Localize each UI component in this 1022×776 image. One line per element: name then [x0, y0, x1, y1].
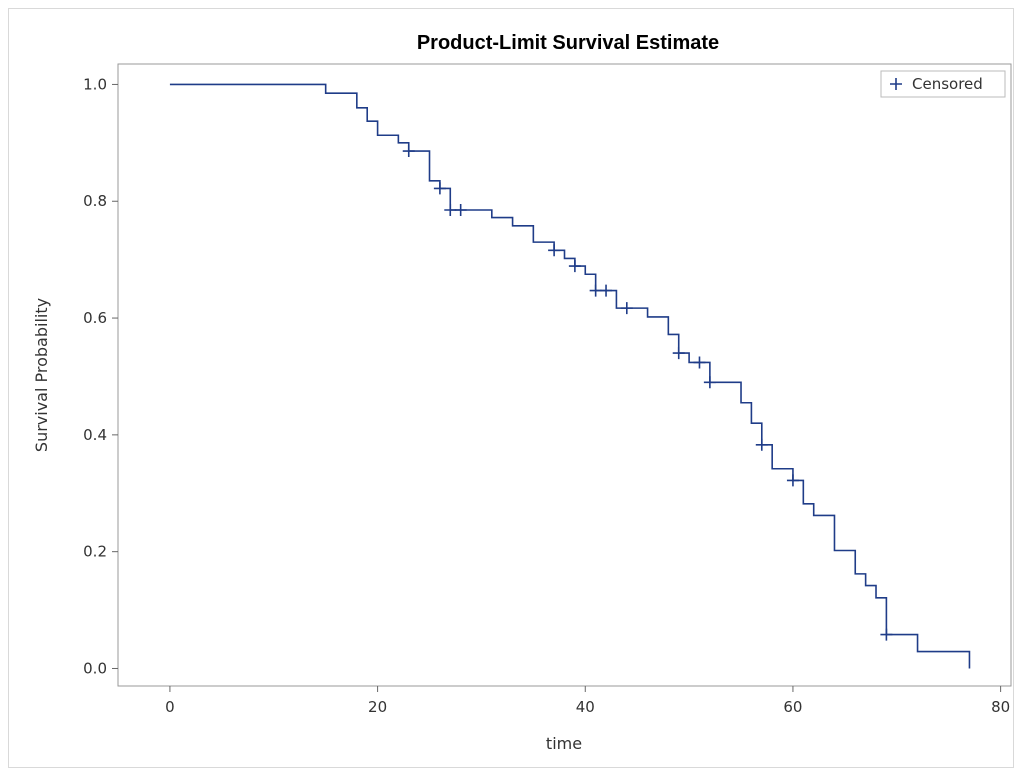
- censored-mark: [402, 145, 415, 158]
- censored-mark: [568, 260, 581, 273]
- legend-censored-label: Censored: [912, 75, 983, 93]
- censored-mark: [444, 204, 457, 217]
- censored-mark: [433, 182, 446, 195]
- plot-area: [117, 63, 1012, 687]
- y-tick-label: 0.4: [83, 426, 107, 444]
- y-tick-label: 0.2: [83, 543, 107, 561]
- legend: Censored: [880, 70, 1006, 98]
- y-axis: 0.0 0.2 0.4 0.6 0.8 1.0: [83, 75, 118, 677]
- censored-mark: [693, 356, 706, 369]
- censored-mark: [755, 438, 768, 451]
- censored-mark: [600, 284, 613, 297]
- censored-mark: [620, 302, 633, 315]
- y-tick-label: 0.0: [83, 659, 107, 677]
- y-tick-label: 1.0: [83, 75, 107, 93]
- censored-mark: [703, 376, 716, 389]
- censored-mark: [672, 347, 685, 360]
- x-tick-label: 0: [165, 698, 175, 716]
- x-tick-label: 60: [783, 698, 802, 716]
- y-tick-label: 0.8: [83, 192, 107, 210]
- x-tick-label: 40: [576, 698, 595, 716]
- censored-marks-group: [402, 145, 893, 641]
- censored-mark: [548, 244, 561, 257]
- y-tick-label: 0.6: [83, 309, 107, 327]
- x-axis: 0 20 40 60 80: [165, 686, 1010, 716]
- legend-plus-icon: [890, 78, 902, 90]
- survival-curve: [169, 83, 971, 669]
- censored-mark: [880, 628, 893, 641]
- x-tick-label: 80: [991, 698, 1010, 716]
- y-axis-label: Survival Probability: [32, 298, 51, 452]
- x-tick-label: 20: [368, 698, 387, 716]
- chart-title: Product-Limit Survival Estimate: [417, 32, 719, 54]
- legend-censored-marker: [890, 78, 902, 90]
- censored-mark: [786, 474, 799, 487]
- survival-curve-group: [169, 83, 971, 669]
- x-axis-label: time: [546, 734, 582, 753]
- censored-mark: [589, 284, 602, 297]
- censored-mark: [454, 204, 467, 217]
